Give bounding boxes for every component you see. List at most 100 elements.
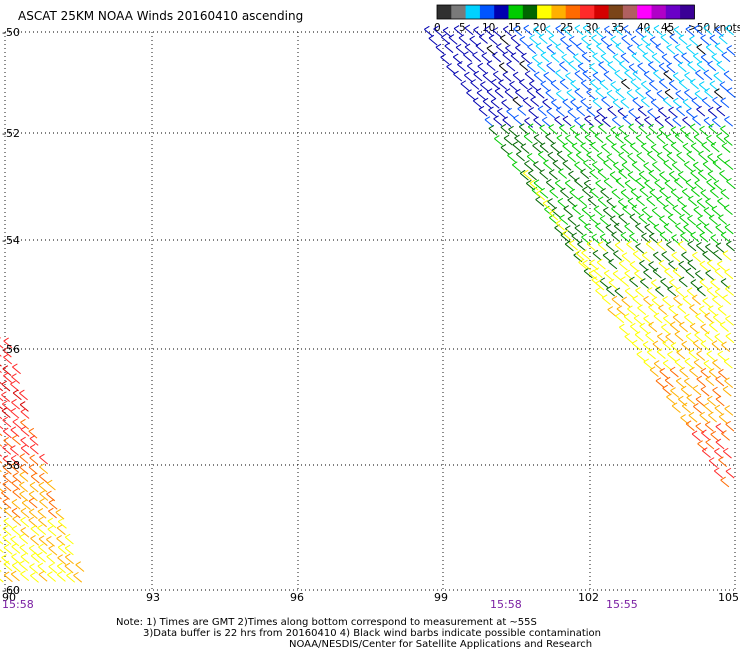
colorbar-segment	[594, 5, 609, 19]
wind-barb	[539, 190, 549, 199]
wind-barb-feather	[693, 403, 699, 407]
wind-barb	[640, 281, 649, 289]
wind-barb-feather	[590, 79, 596, 83]
wind-barb	[643, 271, 653, 280]
wind-barb-feather	[615, 42, 622, 47]
wind-barb	[663, 73, 673, 81]
wind-barb	[598, 126, 607, 135]
wind-barb-feather	[673, 53, 679, 58]
wind-barb	[702, 253, 712, 262]
time-labels: 15:58 15:58 15:55	[2, 598, 638, 611]
wind-barb-feather	[628, 123, 634, 128]
wind-barb	[659, 174, 669, 182]
wind-barb	[55, 511, 65, 520]
wind-barb-feather	[533, 116, 539, 121]
wind-barb	[624, 336, 634, 344]
wind-barb	[705, 272, 715, 281]
wind-barb-feather	[715, 438, 722, 443]
wind-barb	[0, 516, 2, 519]
wind-barb	[568, 38, 578, 47]
wind-barb-feather	[486, 60, 493, 65]
wind-barb-feather	[473, 26, 479, 31]
wind-barb	[698, 308, 708, 316]
wind-barb-feather	[693, 358, 700, 363]
wind-barb-feather	[714, 333, 721, 337]
wind-barb	[500, 147, 510, 155]
wind-barb-feather	[637, 62, 643, 67]
wind-barb-feather	[30, 552, 37, 557]
wind-barb	[556, 137, 566, 146]
wind-barb-feather	[452, 53, 459, 58]
wind-barb-feather	[580, 168, 586, 173]
colorbar-labels: 0 5 10 15 20 25 30 35 40 45 >50 knots	[434, 22, 740, 34]
wind-barb	[583, 182, 593, 191]
wind-barb	[627, 200, 637, 209]
wind-barb-feather	[578, 258, 584, 263]
wind-barb-feather	[512, 96, 519, 101]
colorbar-segment	[665, 5, 681, 19]
wind-barb-feather	[586, 240, 593, 245]
wind-barb	[622, 208, 632, 216]
wind-barb-feather	[691, 430, 698, 435]
wind-barb	[20, 519, 30, 528]
wind-barb	[709, 37, 719, 46]
wind-barb	[596, 110, 606, 119]
wind-barb	[669, 369, 679, 378]
wind-barb	[703, 362, 713, 371]
wind-barb-feather	[628, 108, 634, 113]
wind-barb	[30, 538, 40, 546]
wind-barb	[586, 46, 596, 54]
wind-barb	[631, 207, 641, 216]
wind-barb-feather	[680, 231, 686, 236]
wind-barb	[612, 56, 622, 64]
wind-barb	[492, 54, 502, 63]
wind-barb-feather	[533, 71, 540, 76]
wind-barb	[567, 199, 577, 208]
wind-barb	[690, 172, 700, 181]
wind-barb	[623, 316, 633, 324]
wind-barb-feather	[529, 80, 535, 85]
wind-barb-feather	[620, 98, 627, 102]
wind-barb-feather	[708, 123, 714, 128]
wind-barb	[0, 337, 1, 339]
wind-barb	[603, 162, 613, 170]
wind-barb	[618, 216, 628, 225]
wind-barb-feather	[681, 52, 687, 57]
wind-barb-feather	[2, 427, 9, 432]
wind-barb-feather	[611, 143, 617, 147]
wind-barb	[645, 46, 655, 54]
wind-barb-feather	[580, 79, 587, 84]
wind-barb-feather	[610, 215, 616, 220]
wind-barb	[478, 108, 488, 117]
wind-barb-feather	[38, 570, 45, 575]
wind-barb-feather	[696, 350, 702, 355]
colorbar-segment	[494, 5, 509, 19]
wind-barb	[726, 90, 736, 99]
wind-barb	[652, 164, 661, 172]
wind-barb	[514, 137, 524, 146]
wind-barb-feather	[621, 161, 628, 166]
wind-barb	[618, 262, 628, 271]
wind-barb	[632, 253, 642, 261]
wind-barb	[704, 334, 714, 342]
wind-barb-feather	[2, 463, 9, 468]
wind-barb	[708, 371, 718, 379]
wind-barb	[537, 108, 547, 117]
wind-barb	[12, 421, 22, 429]
wind-barb	[0, 364, 2, 367]
wind-barb-feather	[20, 444, 27, 449]
wind-barb-feather	[503, 134, 510, 139]
wind-barb	[563, 29, 573, 37]
wind-barb-feather	[610, 35, 616, 40]
wind-barb	[723, 360, 733, 369]
wind-barb	[708, 308, 717, 316]
wind-barb	[707, 156, 717, 164]
wind-barb-feather	[679, 321, 685, 326]
wind-barb	[581, 209, 591, 217]
wind-barb	[526, 64, 536, 73]
wind-barb	[588, 272, 598, 281]
wind-barb	[11, 401, 21, 410]
wind-barb-feather	[73, 571, 79, 576]
wind-barb-feather	[696, 105, 702, 110]
wind-barb	[526, 156, 536, 164]
